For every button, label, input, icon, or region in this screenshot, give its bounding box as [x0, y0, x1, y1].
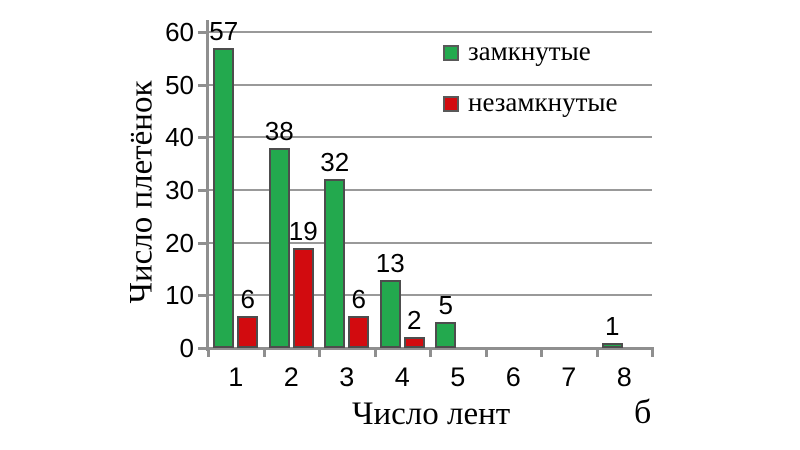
x-tick-0: [207, 348, 210, 357]
y-tick-40: [198, 136, 207, 140]
legend-label-closed: замкнутые: [468, 36, 591, 66]
bar-closed-5: [435, 321, 457, 348]
x-tick-label-5: 5: [450, 362, 466, 392]
y-tick-label-30: 30: [165, 175, 194, 205]
bar-open-1: [237, 316, 259, 348]
figure-label: б: [634, 394, 652, 431]
gridline-50: [209, 83, 652, 86]
bar-value-bar-closed-1: 57: [209, 15, 239, 46]
x-tick-label-8: 8: [616, 362, 632, 392]
y-tick-label-60: 60: [165, 17, 194, 47]
y-tick-label-10: 10: [165, 280, 194, 311]
gridline-20: [209, 241, 652, 244]
bar-closed-2: [268, 147, 290, 348]
legend-item-open: незамкнутые: [443, 89, 618, 119]
bar-value-bar-open-3: 6: [351, 284, 366, 315]
bar-value-bar-open-1: 6: [240, 284, 255, 315]
x-tick-label-2: 2: [283, 362, 299, 392]
y-tick-label-0: 0: [179, 333, 194, 363]
bar-value-bar-closed-5: 5: [438, 289, 453, 320]
bar-open-4: [403, 337, 425, 348]
x-tick-5: [484, 348, 488, 357]
x-tick-6: [540, 348, 543, 357]
x-tick-label-6: 6: [505, 362, 521, 392]
legend-label-open: незамкнутые: [468, 87, 618, 117]
x-axis-title: Число лент: [352, 396, 511, 432]
x-tick-7: [595, 348, 599, 357]
y-tick-20: [198, 241, 207, 245]
x-tick-label-7: 7: [561, 362, 577, 392]
y-tick-30: [198, 189, 207, 192]
bar-closed-1: [213, 47, 235, 348]
bar-value-bar-closed-3: 32: [320, 147, 350, 178]
x-tick-2: [318, 348, 321, 357]
bar-closed-3: [324, 179, 346, 348]
bar-closed-8: [601, 342, 623, 348]
y-tick-label-50: 50: [165, 69, 194, 100]
y-tick-10: [198, 294, 207, 298]
bar-value-bar-closed-2: 38: [264, 115, 294, 146]
closed-series-swatch: [443, 45, 459, 61]
bar-open-3: [348, 316, 370, 348]
x-tick-label-1: 1: [228, 362, 244, 392]
gridline-10: [209, 294, 652, 297]
legend-item-closed: замкнутые: [443, 38, 591, 68]
bar-closed-4: [379, 279, 401, 348]
y-tick-label-40: 40: [165, 122, 194, 153]
bar-value-bar-open-2: 19: [288, 215, 318, 246]
bar-value-bar-closed-8: 1: [605, 310, 620, 341]
bar-value-bar-closed-4: 13: [375, 247, 405, 278]
open-series-swatch: [443, 96, 459, 112]
bar-open-2: [292, 247, 314, 348]
x-tick-4: [429, 348, 432, 357]
x-tick-1: [262, 348, 266, 357]
y-tick-60: [198, 31, 207, 34]
y-tick-0: [198, 347, 207, 350]
y-tick-label-20: 20: [165, 227, 194, 258]
x-tick-3: [373, 348, 377, 357]
gridline-40: [209, 136, 652, 139]
x-tick-8: [651, 348, 654, 357]
bar-value-bar-open-4: 2: [407, 305, 422, 336]
y-tick-50: [198, 83, 207, 87]
gridline-30: [209, 189, 652, 191]
x-tick-label-4: 4: [394, 362, 410, 392]
x-tick-label-3: 3: [339, 362, 355, 392]
y-axis-line: [206, 20, 209, 351]
gridline-60: [209, 31, 652, 33]
